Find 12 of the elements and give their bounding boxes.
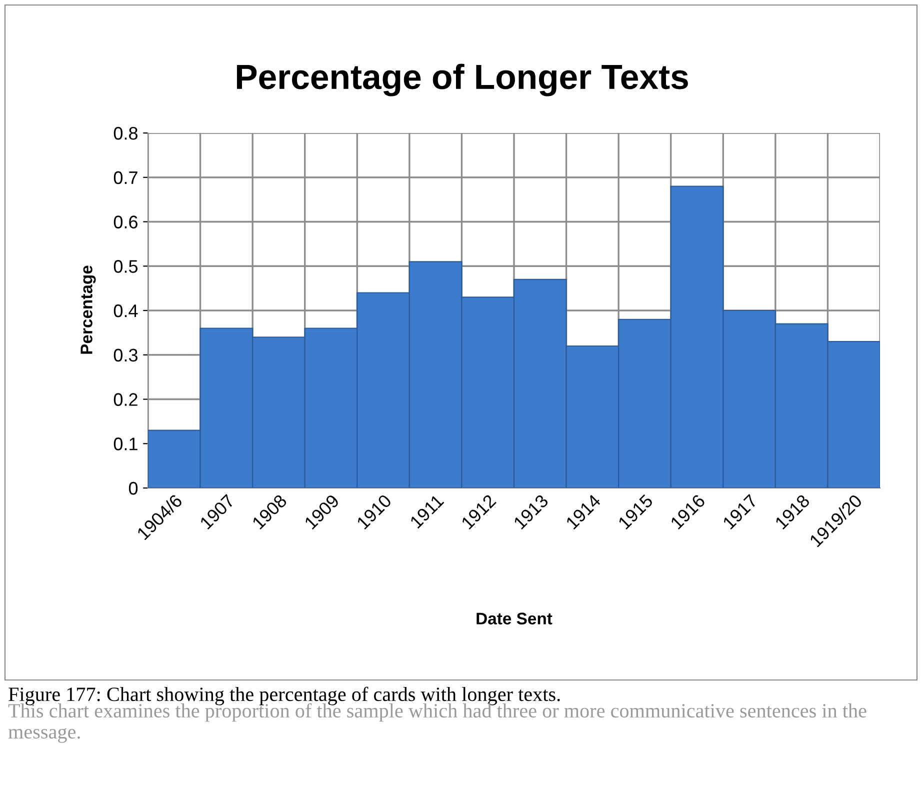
y-tick-label: 0.2 [114,393,138,406]
y-tick-label: 0.3 [114,348,138,362]
y-tick-label: 0.1 [114,438,138,450]
y-axis-title: Percentage [80,266,96,354]
y-tick-label: 0.5 [114,260,138,273]
y-tick-label: 0 [128,482,138,495]
y-tick-label: 0.8 [114,126,138,140]
chart-title: Percentage of Longer Texts [236,64,688,96]
y-tick-label: 0.7 [114,171,138,184]
y-tick-label: 0.6 [114,216,138,228]
x-axis-title: Date Sent [476,612,552,624]
y-tick-label: 0.4 [114,304,138,318]
